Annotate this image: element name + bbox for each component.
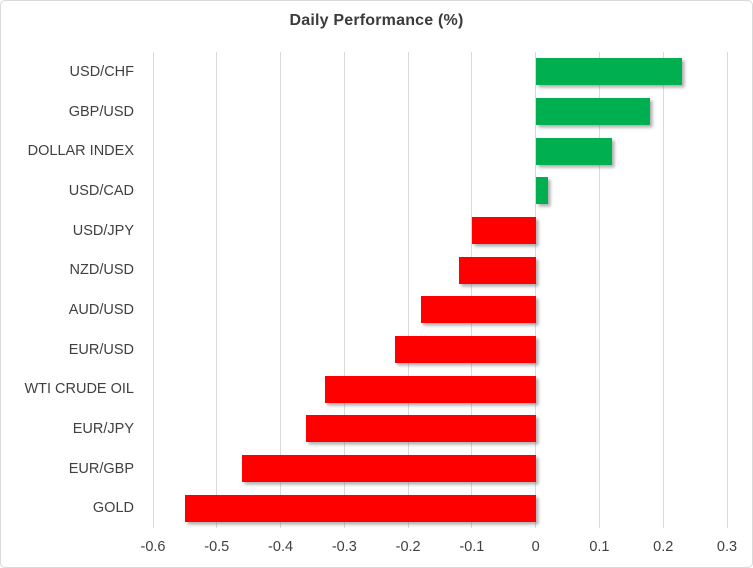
gridline (535, 52, 537, 528)
category-label-eur-gbp: EUR/GBP (68, 460, 134, 477)
gridline (407, 52, 409, 528)
category-label-aud-usd: AUD/USD (68, 301, 134, 318)
category-label-eur-jpy: EUR/JPY (72, 420, 134, 437)
x-tick-label: -0.2 (395, 539, 421, 555)
bar-gold (184, 494, 536, 522)
bar-eur-usd (395, 336, 536, 363)
x-tick-label: 0.1 (589, 539, 610, 555)
bar-eur-gbp (242, 455, 536, 482)
bar-gbp-usd (535, 98, 651, 125)
x-tick-label: -0.1 (459, 539, 485, 555)
category-label-eur-usd: EUR/USD (68, 341, 134, 358)
plot-area (152, 52, 728, 528)
gridline (216, 52, 218, 528)
category-label-gbp-usd: GBP/USD (68, 103, 134, 120)
gridline (343, 52, 345, 528)
bar-wti-crude-oil (325, 375, 536, 403)
gridline (280, 52, 282, 528)
category-label-nzd-usd: NZD/USD (69, 262, 134, 279)
category-axis: USD/CHF GBP/USD DOLLAR INDEX USD/CAD USD/JPY… (1, 52, 134, 528)
x-tick-label: -0.4 (268, 539, 294, 555)
gridline (598, 52, 600, 528)
gridline (662, 52, 664, 528)
category-label-usd-chf: USD/CHF (69, 63, 134, 80)
category-label-usd-cad: USD/CAD (68, 182, 134, 199)
x-tick-label: 0.3 (716, 539, 738, 555)
x-tick-label: 0.2 (653, 539, 674, 555)
bar-usd-chf (535, 58, 683, 86)
gridline (726, 52, 728, 528)
bar-eur-jpy (306, 415, 536, 443)
x-tick-label: -0.6 (140, 539, 166, 555)
category-label-wti-crude-oil: WTI CRUDE OIL (24, 381, 134, 398)
gridline (152, 52, 154, 528)
x-tick-label: -0.5 (204, 539, 230, 555)
bar-usd-jpy (471, 217, 536, 244)
category-label-dollar-index: DOLLAR INDEX (27, 143, 134, 160)
bar-nzd-usd (459, 256, 536, 284)
bar-dollar-index (535, 137, 613, 165)
bar-aud-usd (420, 296, 536, 324)
x-tick-label: -0.3 (331, 539, 357, 555)
x-tick-label: 0 (531, 539, 540, 555)
category-label-gold: GOLD (92, 500, 134, 517)
category-label-usd-jpy: USD/JPY (72, 222, 134, 239)
gridline (471, 52, 473, 528)
chart-title: Daily Performance (%) (289, 12, 464, 29)
bar-usd-cad (535, 177, 549, 205)
